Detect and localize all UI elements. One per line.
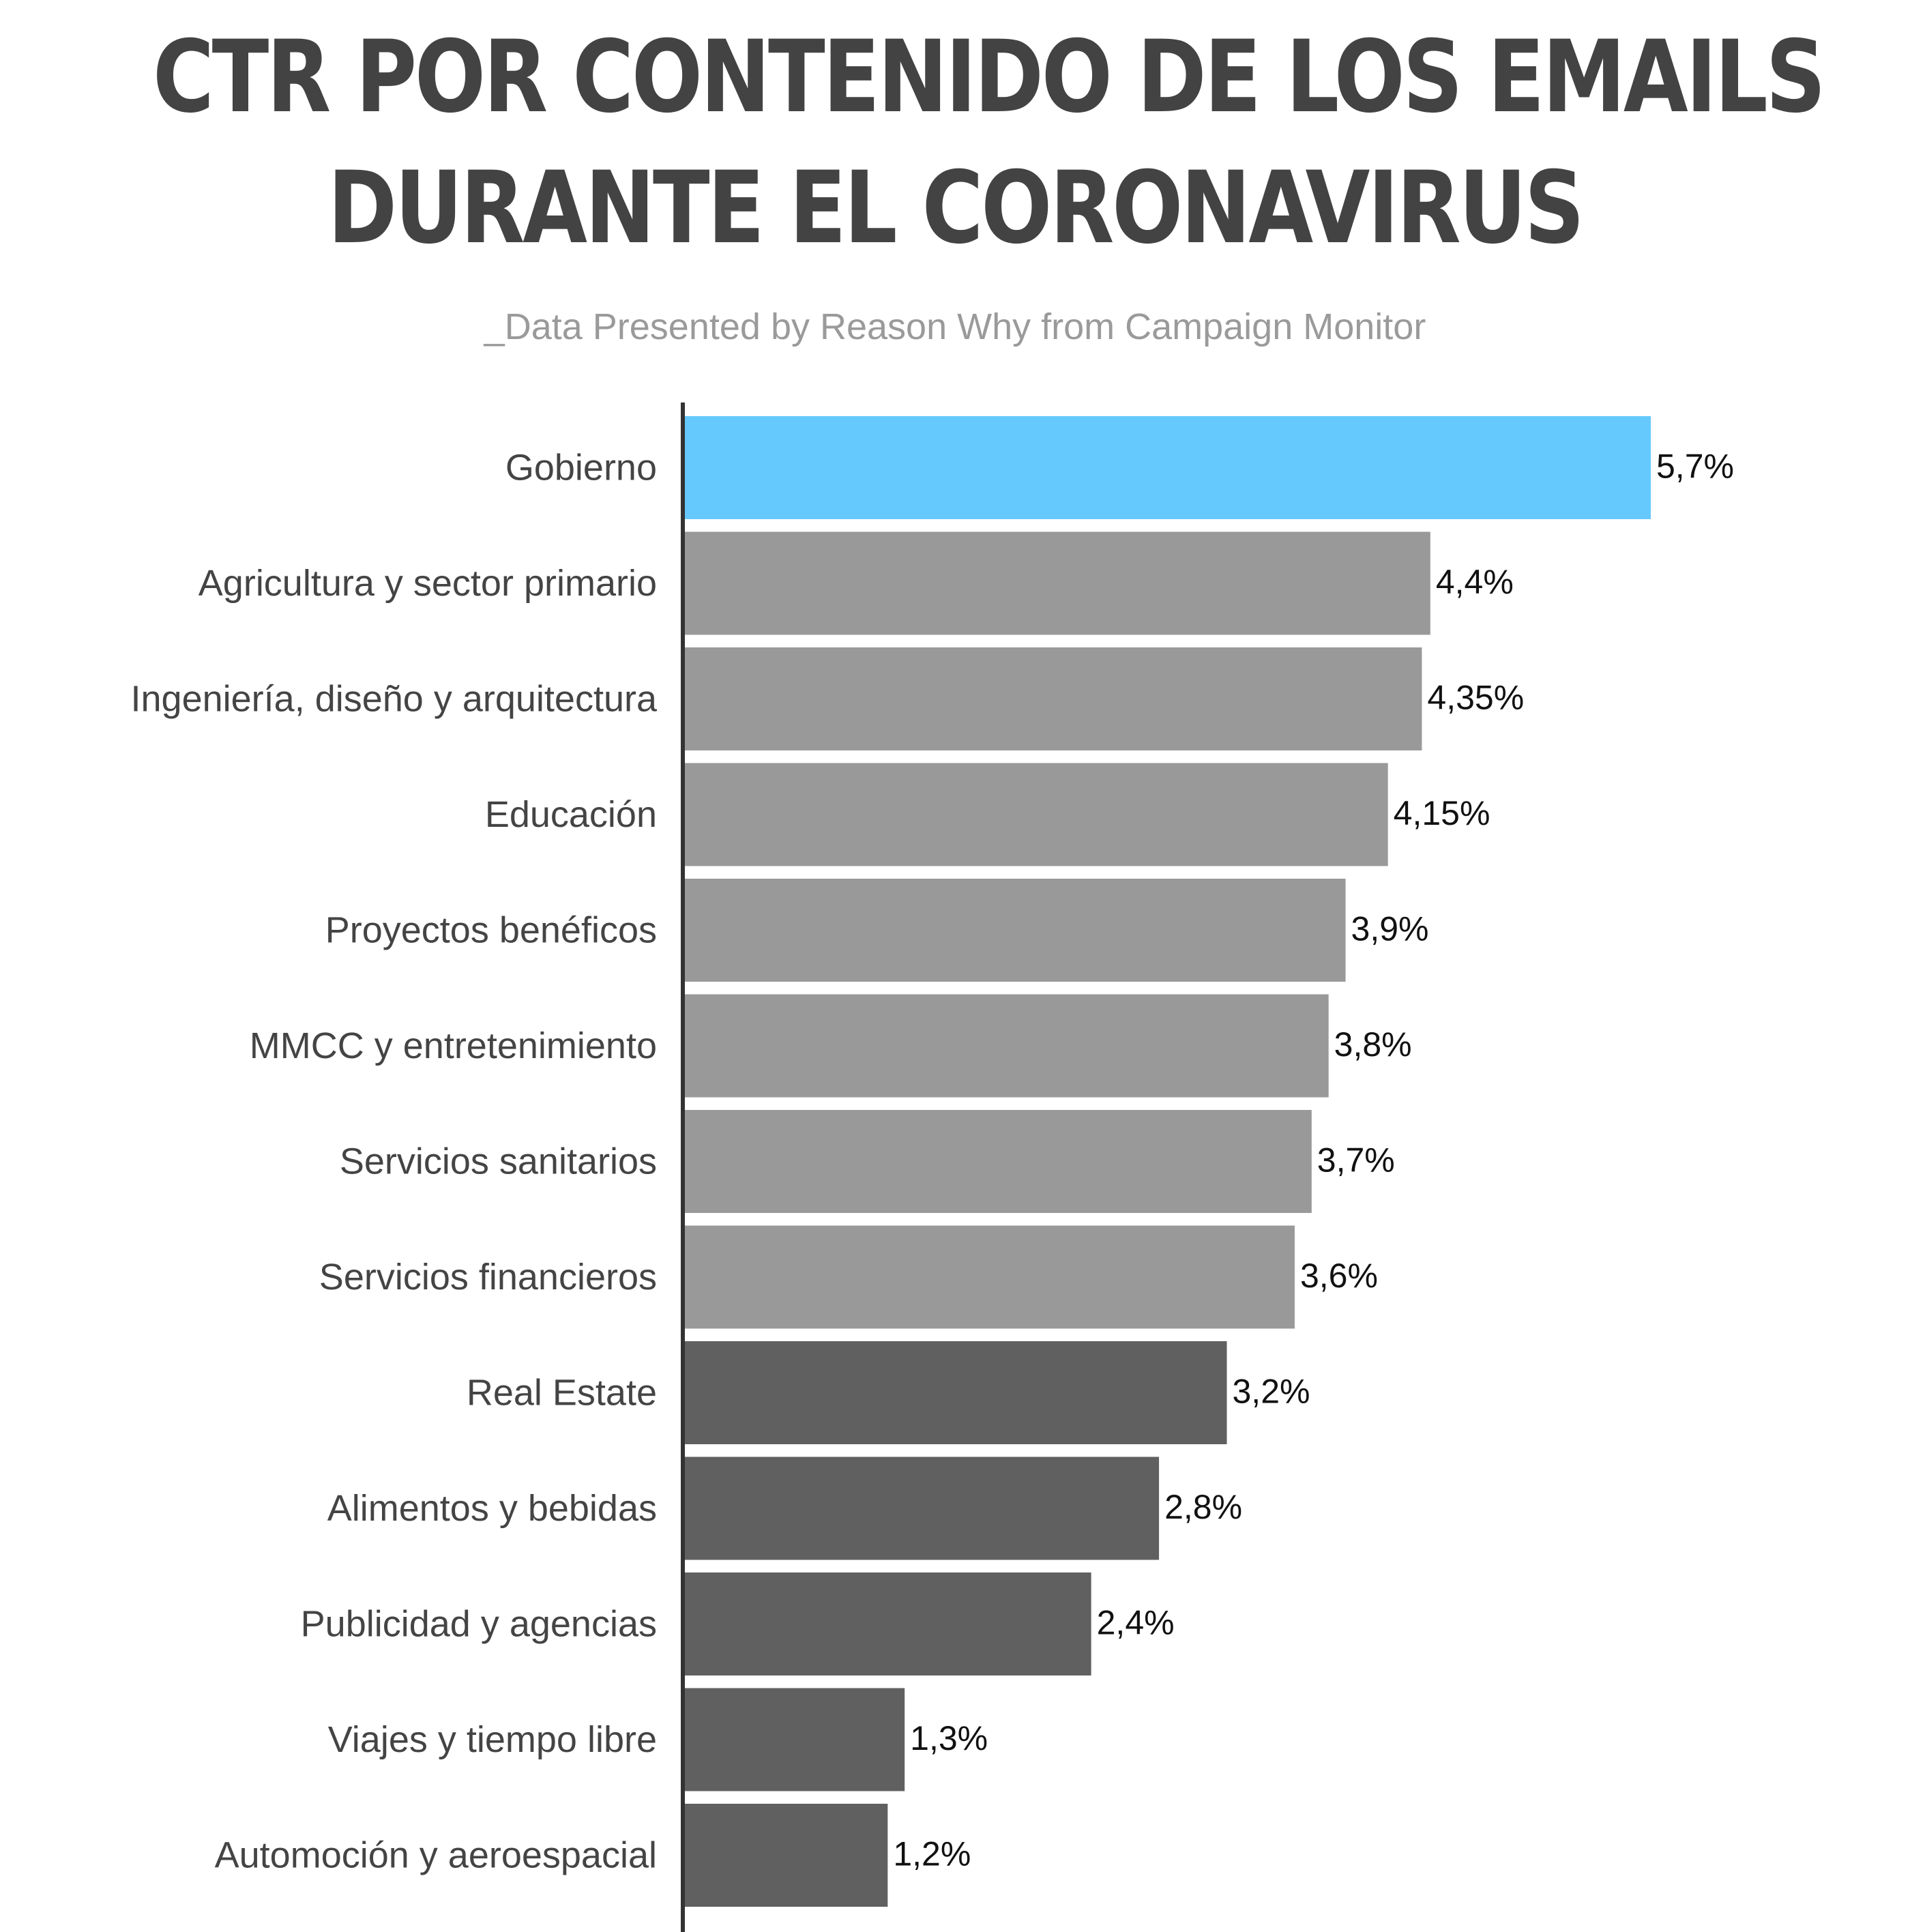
category-label: Proyectos benéficos xyxy=(325,910,657,951)
value-label: 1,3% xyxy=(910,1719,988,1757)
value-label: 3,9% xyxy=(1351,910,1429,948)
category-label: Agricultura y sector primario xyxy=(199,563,657,604)
bar-12 xyxy=(684,1688,905,1791)
value-label: 3,8% xyxy=(1334,1025,1412,1064)
bar-8 xyxy=(684,1225,1295,1329)
category-label: MMCC y entretenimiento xyxy=(250,1025,657,1066)
category-label: Automoción y aeroespacial xyxy=(215,1835,657,1876)
category-label: Educación xyxy=(485,794,657,835)
value-label: 4,35% xyxy=(1427,679,1524,717)
value-label: 3,6% xyxy=(1300,1257,1378,1295)
value-label: 3,7% xyxy=(1317,1141,1395,1180)
category-label: Real Estate xyxy=(467,1373,657,1414)
value-label: 3,2% xyxy=(1233,1373,1310,1411)
category-label: Publicidad y agencias xyxy=(301,1604,657,1645)
bar-3 xyxy=(684,647,1422,750)
bar-6 xyxy=(684,994,1329,1098)
category-label: Ingeniería, diseño y arquitectura xyxy=(131,679,658,720)
category-label: Servicios financieros xyxy=(319,1257,657,1298)
bar-7 xyxy=(684,1110,1312,1213)
bar-4 xyxy=(684,763,1388,866)
bars-group xyxy=(684,416,1651,1907)
bar-9 xyxy=(684,1341,1227,1444)
value-label: 2,8% xyxy=(1164,1488,1242,1526)
bar-5 xyxy=(684,879,1346,982)
value-label: 4,4% xyxy=(1436,563,1514,601)
value-label: 5,7% xyxy=(1656,448,1734,486)
bar-11 xyxy=(684,1572,1091,1675)
category-label: Alimentos y bebidas xyxy=(327,1488,657,1529)
chart-title-line-1: CTR POR CONTENIDO DE LOS EMAILS xyxy=(153,19,1826,135)
chart-title-line-2: DURANTE EL CORONAVIRUS xyxy=(327,150,1585,266)
bar-2 xyxy=(684,531,1430,635)
value-label: 2,4% xyxy=(1097,1604,1175,1642)
value-label: 4,15% xyxy=(1394,794,1490,832)
bar-10 xyxy=(684,1457,1160,1560)
category-labels-group: Gobierno Agricultura y sector primario Ing… xyxy=(131,448,658,1876)
chart-subtitle: _Data Presented by Reason Why from Campa… xyxy=(484,306,1426,347)
bar-13 xyxy=(684,1804,888,1907)
value-label: 1,2% xyxy=(893,1835,971,1873)
category-label: Viajes y tiempo libre xyxy=(328,1719,657,1760)
bar-1 xyxy=(684,416,1651,519)
category-label: Gobierno xyxy=(505,448,657,488)
category-label: Servicios sanitarios xyxy=(340,1141,657,1182)
value-labels-group: 5,7% 4,4% 4,35% 4,15% 3,9% 3,8% 3,7% 3,6% 3,2% 2,… xyxy=(893,448,1734,1873)
